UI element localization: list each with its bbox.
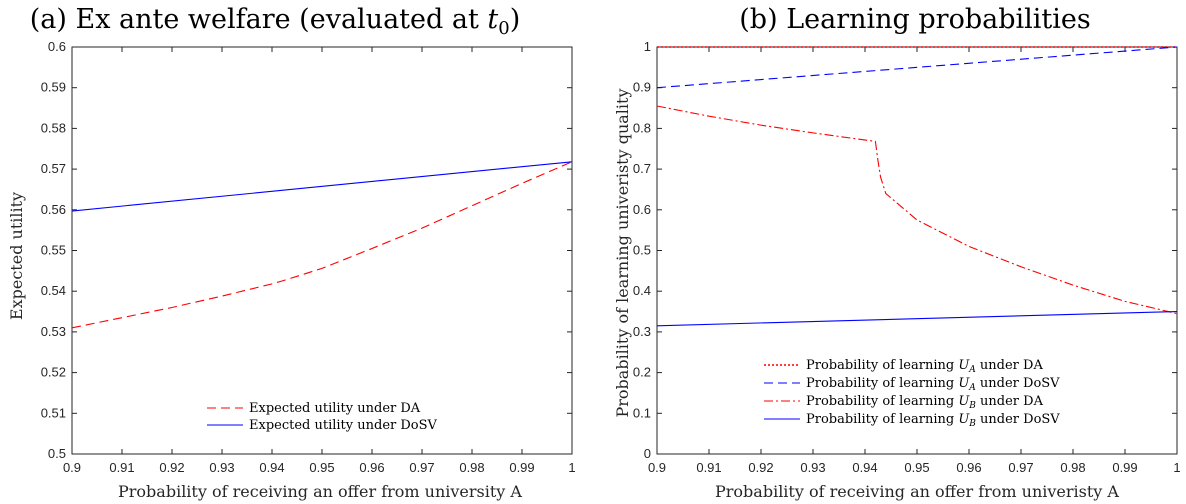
chart-b: 0.9 0.91 0.92 0.93 0.94 0.95 0.96 0.97 0.98 0.99 1… — [633, 39, 1181, 475]
chart-a: 0.9 0.91 0.92 0.93 0.94 0.95 0.96 0.97 0.98 0.99 1… — [41, 39, 576, 475]
chart-b-ytick-label: 0.9 — [633, 80, 651, 95]
chart-b-ytick-label: 0.5 — [633, 243, 651, 258]
chart-a-xlabel: Probability of receiving an offer from u… — [118, 482, 522, 501]
chart-b-xtick-label: 0.98 — [1060, 460, 1085, 475]
chart-b-legend-label: Probability of learning UB under DoSV — [806, 412, 1060, 429]
chart-a-xtick-label: 0.92 — [159, 460, 184, 475]
chart-b-legend-label: Probability of learning UB under DA — [806, 394, 1044, 411]
chart-b-legend-box — [761, 354, 1039, 434]
chart-b-xlabel: Probability of receiving an offer from u… — [715, 482, 1119, 501]
chart-b-xtick-label: 1 — [1173, 460, 1180, 475]
chart-a-plot-frame — [71, 46, 573, 455]
chart-a-ylabel: Expected utility — [7, 192, 26, 320]
chart-b-ylabel: Probability of learning univeristy quali… — [613, 89, 632, 418]
chart-b-series-line-2 — [656, 46, 1178, 89]
chart-a-ytick-label: 0.51 — [41, 405, 66, 420]
chart-b-series-line-3 — [656, 105, 1178, 315]
chart-a-xtick-label: 0.98 — [459, 460, 484, 475]
chart-a-xtick-label: 1 — [568, 460, 575, 475]
chart-a-ytick-label: 0.6 — [48, 39, 66, 54]
chart-b-xtick-label: 0.93 — [800, 460, 825, 475]
chart-a-ytick-label: 0.55 — [41, 243, 66, 258]
chart-b-xtick-label: 0.99 — [1112, 460, 1137, 475]
chart-b-title: (b) Learning probabilities — [739, 4, 1090, 35]
chart-a-legend-label: Expected utility under DA — [249, 401, 421, 416]
chart-a-xtick-label: 0.97 — [409, 460, 434, 475]
chart-b-ytick-label: 0.3 — [633, 324, 651, 339]
chart-a-xtick-label: 0.91 — [109, 460, 134, 475]
chart-b-ytick-label: 0.7 — [633, 161, 651, 176]
chart-b-ytick-label: 1 — [644, 39, 651, 54]
chart-a-xtick-label: 0.95 — [309, 460, 334, 475]
chart-a-ytick-label: 0.56 — [41, 202, 66, 217]
chart-b-ytick-label: 0.8 — [633, 120, 651, 135]
chart-b-xtick-label: 0.92 — [748, 460, 773, 475]
chart-b-xtick-label: 0.9 — [648, 460, 666, 475]
chart-b-xtick-label: 0.95 — [904, 460, 929, 475]
chart-a-series-line-2 — [71, 161, 573, 212]
chart-b-legend-label: Probability of learning UA under DA — [806, 358, 1043, 375]
chart-a-xtick-label: 0.96 — [359, 460, 384, 475]
chart-a-legend-label: Expected utility under DoSV — [249, 418, 438, 433]
chart-b-ytick-label: 0.4 — [633, 283, 651, 298]
chart-b-series-line-4 — [656, 311, 1178, 327]
chart-a-ytick-label: 0.52 — [41, 365, 66, 380]
chart-a-xtick-label: 0.94 — [259, 460, 284, 475]
chart-b-ytick-label: 0.1 — [633, 405, 651, 420]
chart-a-ytick-label: 0.59 — [41, 80, 66, 95]
chart-a-ytick-label: 0.53 — [41, 324, 66, 339]
chart-a-ytick-label: 0.57 — [41, 161, 66, 176]
chart-a-xtick-label: 0.93 — [209, 460, 234, 475]
chart-a-xtick-label: 0.9 — [63, 460, 81, 475]
chart-b-ytick-label: 0.2 — [633, 365, 651, 380]
chart-b-xtick-label: 0.96 — [956, 460, 981, 475]
chart-a-ytick-label: 0.5 — [48, 446, 66, 461]
chart-b-xtick-label: 0.97 — [1008, 460, 1033, 475]
chart-a-title: (a) Ex ante welfare (evaluated at t0) — [30, 4, 521, 39]
chart-a-xtick-label: 0.99 — [509, 460, 534, 475]
chart-a-legend-box — [204, 397, 446, 435]
chart-b-xtick-label: 0.94 — [852, 460, 877, 475]
chart-b-ytick-label: 0 — [644, 446, 651, 461]
chart-b-ytick-label: 0.6 — [633, 202, 651, 217]
chart-a-ytick-label: 0.54 — [41, 283, 66, 298]
chart-a-series-line-1 — [71, 161, 573, 329]
chart-b-xtick-label: 0.91 — [696, 460, 721, 475]
chart-b-legend-label: Probability of learning UA under DoSV — [806, 376, 1060, 393]
chart-a-ytick-label: 0.58 — [41, 120, 66, 135]
